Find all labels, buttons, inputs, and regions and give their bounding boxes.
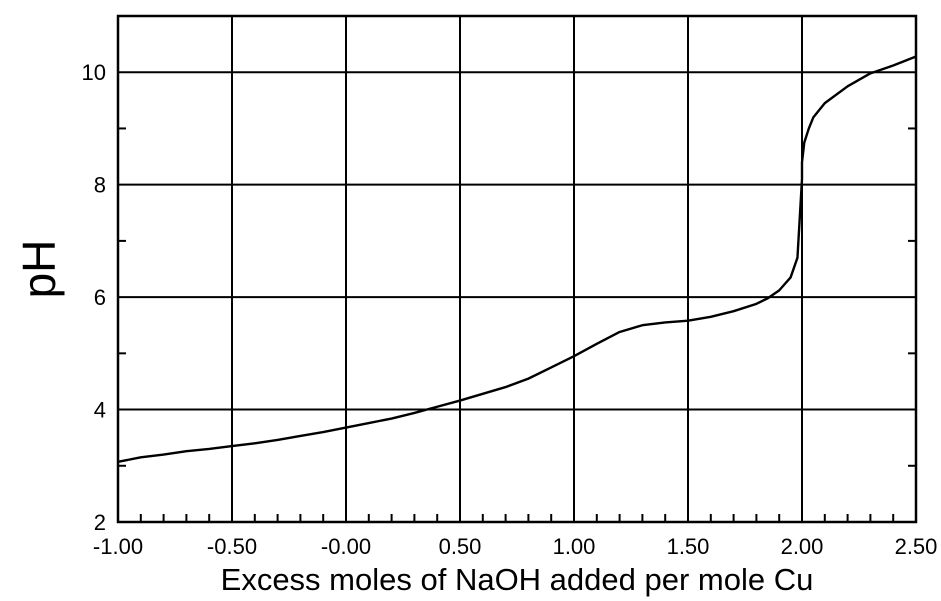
x-tick-label: 1.50 [667, 534, 710, 559]
series-layer [117, 55, 917, 464]
y-tick-label: 10 [82, 60, 106, 85]
y-axis-title: pH [13, 240, 65, 299]
y-tick-label: 4 [94, 398, 106, 423]
grid-layer [118, 16, 916, 522]
y-tick-label: 2 [94, 510, 106, 535]
ticks-layer [118, 127, 916, 522]
y-tick-label: 6 [94, 285, 106, 310]
x-axis-title: Excess moles of NaOH added per mole Cu [221, 562, 814, 597]
x-tick-label: -1.00 [93, 534, 143, 559]
plot-frame [116, 14, 918, 524]
y-tick-labels: 2 4 6 8 10 [82, 60, 106, 535]
x-tick-label: 2.00 [781, 534, 824, 559]
x-tick-labels: -1.00 -0.50 -0.00 0.50 1.00 1.50 2.00 2.50 [93, 534, 937, 559]
x-tick-label: -0.50 [207, 534, 257, 559]
series-line [117, 55, 917, 464]
x-tick-label: 2.50 [895, 534, 938, 559]
x-tick-label: -0.00 [321, 534, 371, 559]
x-tick-label: 0.50 [439, 534, 482, 559]
y-tick-label: 8 [94, 173, 106, 198]
x-tick-label: 1.00 [553, 534, 596, 559]
